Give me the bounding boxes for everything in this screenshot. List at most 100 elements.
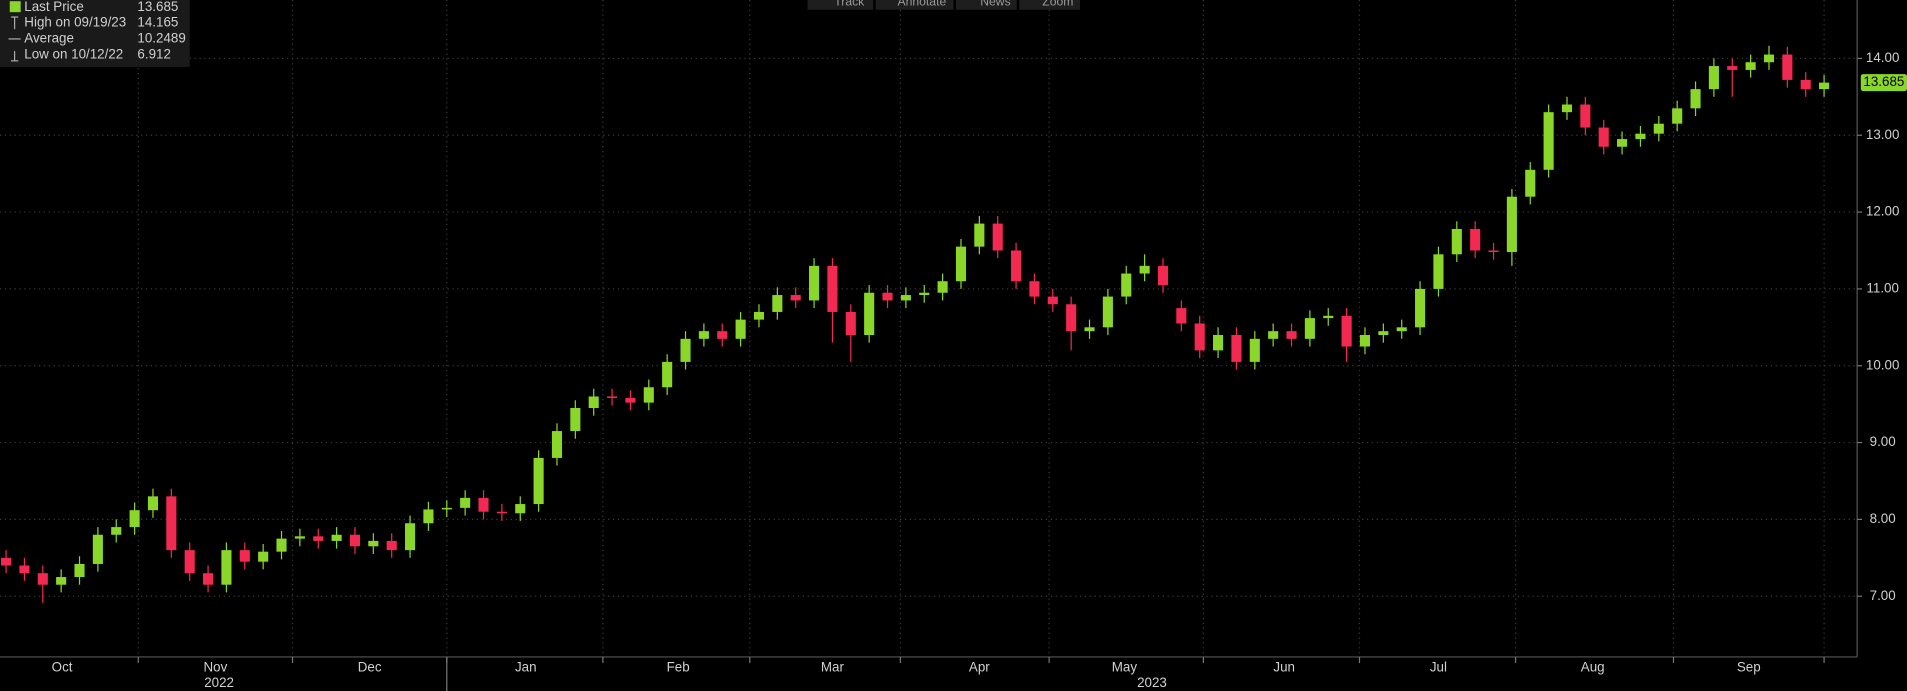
candle-body [588, 396, 599, 408]
candle-body [349, 534, 361, 547]
candle-body [1470, 228, 1481, 251]
x-tick-label: Jun [1273, 659, 1295, 674]
legend-value: 13.685 [137, 0, 178, 14]
candle-body [1011, 250, 1022, 282]
candle-body [386, 540, 397, 551]
candle-body [1561, 104, 1573, 113]
x-tick-label: Dec [358, 659, 382, 674]
candle-body [1084, 327, 1095, 332]
candle-body [1213, 334, 1224, 351]
toolbar-button[interactable] [955, 0, 1017, 10]
toolbar: Track Annotate News Zoom [807, 0, 1080, 10]
toolbar-button[interactable] [875, 0, 954, 10]
legend-value: 6.912 [137, 46, 170, 61]
y-tick-label: 13.00 [1866, 127, 1899, 142]
toolbar-button[interactable] [1019, 0, 1080, 10]
candle-body [955, 246, 967, 282]
toolbar-label[interactable]: News [980, 0, 1010, 9]
candle-body [1708, 66, 1719, 90]
candle-body [166, 496, 177, 551]
toolbar-label[interactable]: Track [834, 0, 865, 9]
candle-body [1341, 315, 1352, 347]
candle-body [405, 523, 416, 551]
candle-body [1543, 112, 1554, 170]
candle-body [1782, 54, 1793, 80]
x-tick-label: Aug [1581, 659, 1605, 674]
x-tick-label: Nov [204, 659, 228, 674]
y-tick-label: 12.00 [1866, 204, 1899, 219]
y-tick-label: 11.00 [1866, 280, 1898, 295]
candle-body [1415, 288, 1426, 328]
candle-body [1488, 250, 1499, 253]
candle-body [845, 311, 856, 335]
year-label: 2023 [1137, 675, 1167, 690]
candle-body [790, 295, 801, 301]
candle-body [56, 577, 67, 585]
candle-body [1029, 281, 1040, 297]
candle-body [1176, 308, 1187, 324]
candle-body [1819, 82, 1830, 90]
candle-body [698, 331, 709, 339]
candle-body [1451, 228, 1462, 255]
candle-body [92, 534, 103, 564]
candle-body [313, 536, 324, 541]
candle-body [460, 497, 471, 508]
candle-body [533, 457, 544, 505]
toolbar-button[interactable] [807, 0, 874, 10]
toolbar-label[interactable]: Annotate [898, 0, 947, 9]
candle-body [331, 534, 342, 541]
candle-body [203, 573, 214, 585]
candle-body [1396, 327, 1407, 332]
candle-body [221, 550, 232, 585]
candle-body [1249, 338, 1260, 362]
candle-body [276, 538, 287, 552]
candle-body [74, 563, 85, 578]
x-tick-label: Feb [667, 659, 690, 674]
last-price-label: 13.685 [1863, 74, 1904, 89]
candle-body [607, 396, 618, 399]
candle-body [19, 565, 30, 574]
candle-body [643, 387, 654, 403]
candle-body [1268, 331, 1279, 339]
candle-body [1378, 331, 1389, 335]
legend-label: High on 09/19/23 [24, 15, 126, 30]
legend-label: Low on 10/12/22 [24, 46, 123, 61]
candle-body [937, 281, 948, 293]
candle-body [570, 407, 581, 432]
candle-body [1139, 265, 1150, 274]
candle-body [1433, 254, 1444, 289]
x-tick-label: Jan [515, 659, 537, 674]
candle-body [129, 510, 140, 528]
candle-body [717, 331, 728, 339]
candle-body [753, 311, 765, 320]
candle-body [1047, 296, 1058, 305]
candle-body [1102, 296, 1113, 328]
candle-body [1745, 62, 1756, 70]
candle-body [992, 223, 1003, 251]
candle-body [1, 557, 12, 566]
candle-body [809, 265, 820, 301]
last-price-box [1860, 74, 1907, 92]
toolbar-label[interactable]: Zoom [1042, 0, 1073, 9]
legend-label: Last Price [24, 0, 83, 14]
candle-body [515, 504, 526, 514]
x-tick-label: Oct [52, 659, 73, 674]
candle-body [1580, 104, 1591, 128]
candle-body [1231, 334, 1242, 362]
candle-body [258, 551, 269, 562]
candle-body [551, 431, 563, 458]
year-label: 2022 [204, 675, 234, 690]
y-tick-label: 14.00 [1866, 50, 1899, 65]
candle-body [441, 507, 452, 510]
y-tick-label: 8.00 [1870, 511, 1896, 526]
candle-body [239, 550, 250, 562]
legend-label: Average [24, 30, 74, 45]
candle-body [423, 509, 434, 524]
candle-body [919, 292, 930, 296]
candle-body [900, 295, 911, 301]
candle-body [1286, 331, 1297, 339]
y-tick-label: 9.00 [1870, 434, 1896, 449]
legend-value: 10.2489 [137, 30, 185, 45]
candle-body [111, 527, 122, 535]
